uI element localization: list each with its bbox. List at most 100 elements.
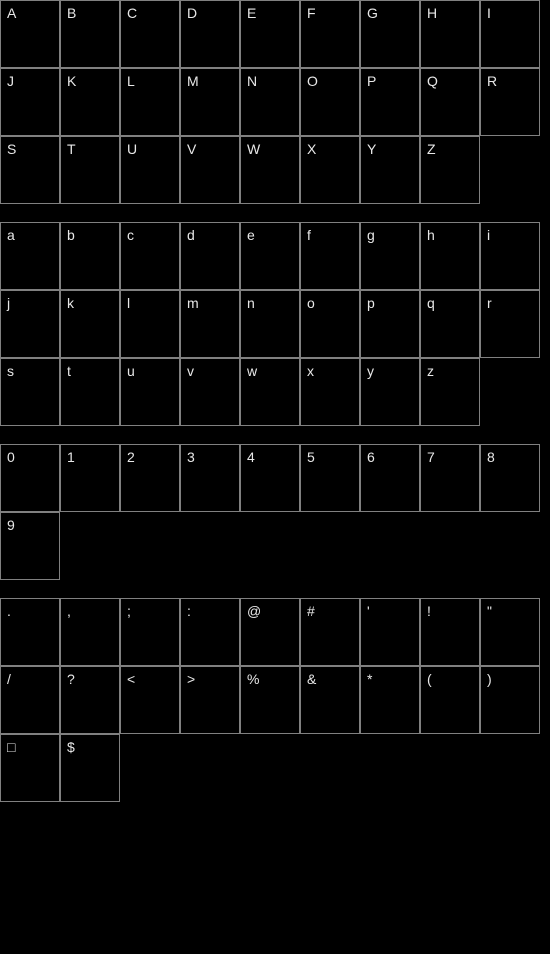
charmap-cell: x [300,358,360,426]
charmap-cell: Q [420,68,480,136]
charmap-row: jklmnopqr [0,290,550,358]
charmap-row: abcdefghi [0,222,550,290]
section-lowercase: abcdefghijklmnopqrstuvwxyz [0,222,550,426]
charmap-cell: 0 [0,444,60,512]
charmap-cell: : [180,598,240,666]
charmap-cell: e [240,222,300,290]
charmap-cell: < [120,666,180,734]
charmap-cell: I [480,0,540,68]
charmap-cell-empty [240,734,300,802]
charmap-cell: 6 [360,444,420,512]
section-symbols: .,;:@#'!"/?<>%&*()□$ [0,598,550,802]
charmap-cell: y [360,358,420,426]
charmap-cell: % [240,666,300,734]
charmap-cell: 7 [420,444,480,512]
charmap-cell: ' [360,598,420,666]
charmap-cell: K [60,68,120,136]
charmap-cell-empty [360,512,420,580]
charmap-cell: h [420,222,480,290]
charmap-cell-empty [420,512,480,580]
charmap-cell: p [360,290,420,358]
charmap-cell: t [60,358,120,426]
charmap-cell: z [420,358,480,426]
charmap-cell-empty [300,734,360,802]
charmap-cell: Y [360,136,420,204]
charmap-cell: n [240,290,300,358]
charmap-cell: > [180,666,240,734]
charmap-cell: c [120,222,180,290]
charmap-cell: ( [420,666,480,734]
charmap-cell: 1 [60,444,120,512]
charmap-cell: $ [60,734,120,802]
charmap-cell: H [420,0,480,68]
charmap-cell: l [120,290,180,358]
charmap-cell: / [0,666,60,734]
charmap-cell: 3 [180,444,240,512]
charmap-cell-empty [420,734,480,802]
charmap-cell: . [0,598,60,666]
charmap-cell: w [240,358,300,426]
charmap-cell: 5 [300,444,360,512]
charmap-cell: S [0,136,60,204]
charmap-cell: @ [240,598,300,666]
charmap-cell-empty [120,734,180,802]
charmap-cell: M [180,68,240,136]
charmap-cell: ) [480,666,540,734]
charmap-row: □$ [0,734,550,802]
charmap-cell: o [300,290,360,358]
charmap-cell-empty [120,512,180,580]
charmap-cell: L [120,68,180,136]
charmap-cell-empty [240,512,300,580]
charmap-row: 012345678 [0,444,550,512]
charmap-cell: 8 [480,444,540,512]
charmap-cell: O [300,68,360,136]
charmap-cell: s [0,358,60,426]
charmap-row: 9 [0,512,550,580]
charmap-cell: i [480,222,540,290]
charmap-cell-empty [360,734,420,802]
charmap-cell: ! [420,598,480,666]
charmap-cell: ? [60,666,120,734]
charmap-cell: " [480,598,540,666]
charmap-cell: U [120,136,180,204]
charmap-cell: B [60,0,120,68]
charmap-cell: V [180,136,240,204]
charmap-cell: 2 [120,444,180,512]
character-map-container: ABCDEFGHIJKLMNOPQRSTUVWXYZabcdefghijklmn… [0,0,550,802]
charmap-cell: r [480,290,540,358]
charmap-cell: a [0,222,60,290]
charmap-cell: k [60,290,120,358]
charmap-cell: g [360,222,420,290]
charmap-cell: 9 [0,512,60,580]
charmap-cell: J [0,68,60,136]
charmap-cell-empty [60,512,120,580]
charmap-cell-empty [480,512,540,580]
charmap-cell: R [480,68,540,136]
charmap-cell: ; [120,598,180,666]
charmap-cell: b [60,222,120,290]
charmap-cell: P [360,68,420,136]
charmap-cell: 4 [240,444,300,512]
charmap-row: .,;:@#'!" [0,598,550,666]
charmap-cell-empty [180,734,240,802]
charmap-cell: X [300,136,360,204]
section-digits: 0123456789 [0,444,550,580]
charmap-cell: v [180,358,240,426]
charmap-cell: D [180,0,240,68]
charmap-cell: G [360,0,420,68]
charmap-cell: & [300,666,360,734]
charmap-cell: * [360,666,420,734]
charmap-cell-empty [480,358,540,426]
charmap-cell: A [0,0,60,68]
charmap-cell: u [120,358,180,426]
charmap-row: JKLMNOPQR [0,68,550,136]
charmap-cell-empty [480,734,540,802]
charmap-cell: # [300,598,360,666]
charmap-row: STUVWXYZ [0,136,550,204]
charmap-cell: q [420,290,480,358]
charmap-row: /?<>%&*() [0,666,550,734]
charmap-cell: d [180,222,240,290]
charmap-cell: T [60,136,120,204]
charmap-row: stuvwxyz [0,358,550,426]
charmap-cell: F [300,0,360,68]
